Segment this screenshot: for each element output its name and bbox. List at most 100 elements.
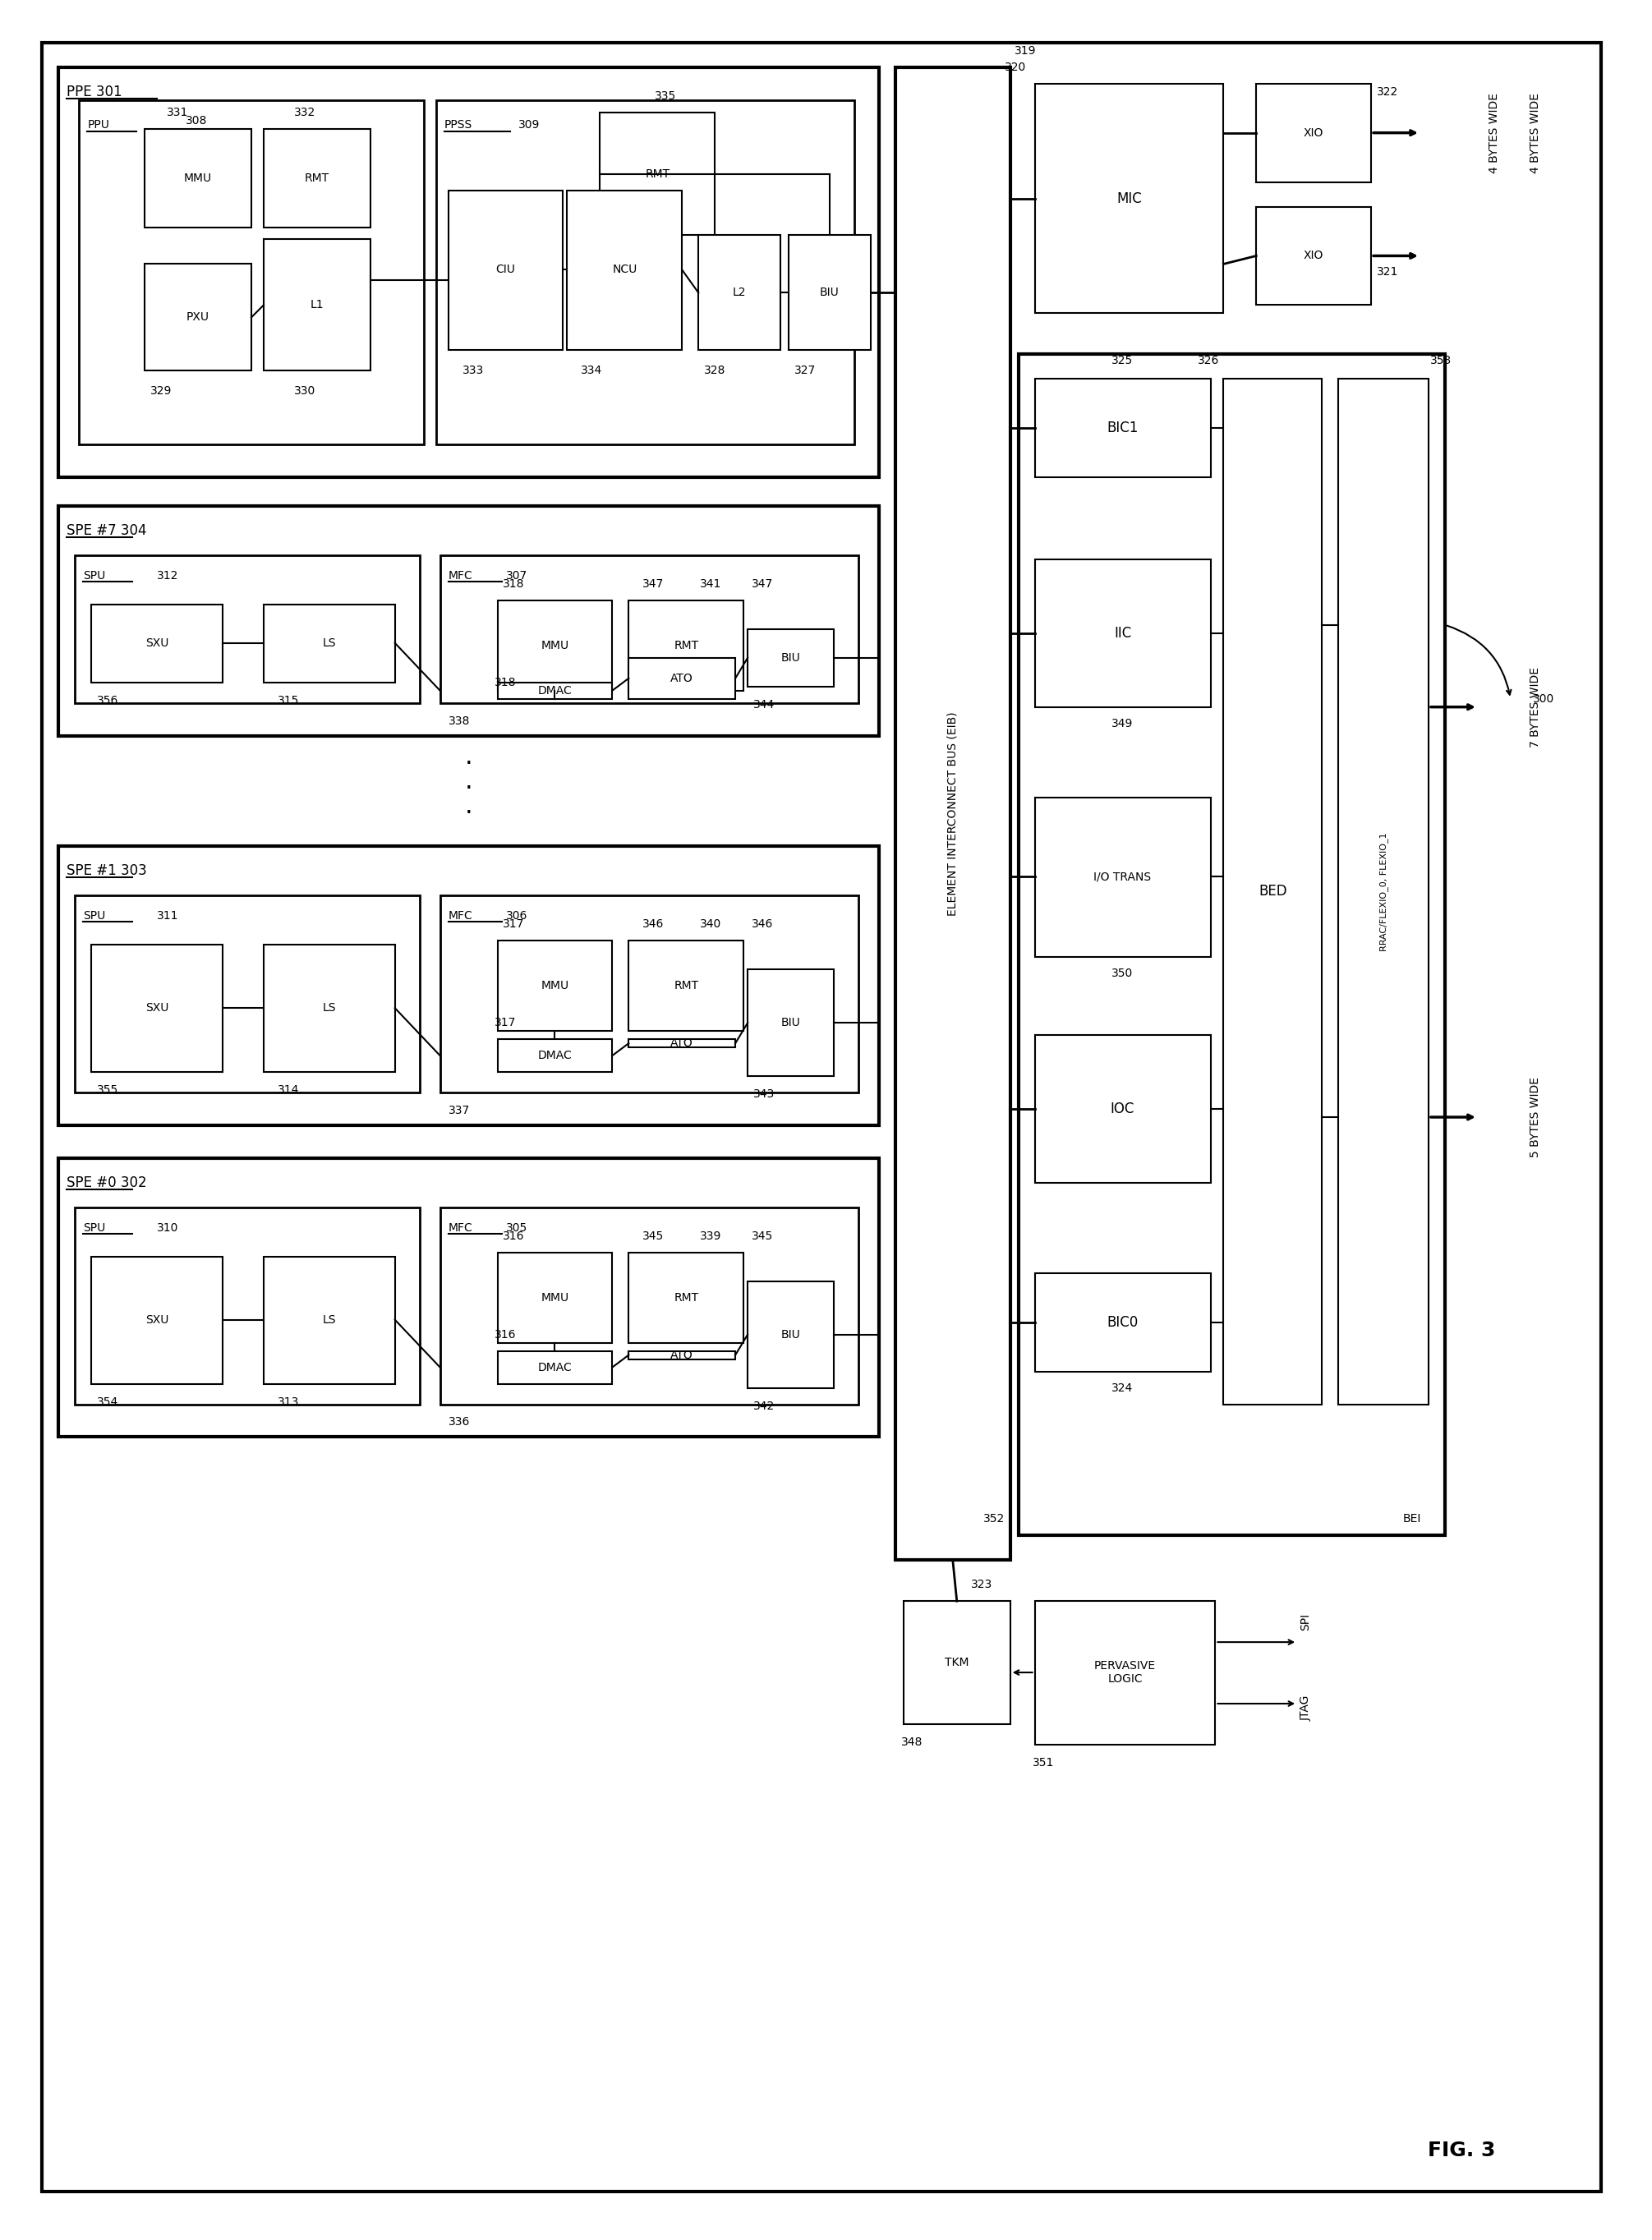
Text: 334: 334 bbox=[582, 365, 603, 376]
Text: 312: 312 bbox=[157, 569, 178, 582]
Text: 347: 347 bbox=[752, 578, 773, 589]
Bar bbox=[497, 941, 613, 1030]
Text: ·: · bbox=[464, 777, 472, 802]
Bar bbox=[74, 1207, 420, 1404]
Text: 343: 343 bbox=[753, 1089, 775, 1100]
Bar bbox=[1224, 379, 1322, 1404]
Text: 352: 352 bbox=[983, 1514, 1004, 1525]
Bar bbox=[58, 67, 879, 477]
Text: 311: 311 bbox=[157, 909, 178, 923]
Text: 310: 310 bbox=[157, 1223, 178, 1234]
Text: 318: 318 bbox=[502, 578, 525, 589]
Bar bbox=[699, 235, 780, 349]
Text: 319: 319 bbox=[1014, 45, 1036, 56]
Bar bbox=[74, 896, 420, 1093]
Text: SXU: SXU bbox=[145, 1315, 169, 1326]
Bar bbox=[439, 896, 859, 1093]
Text: ELEMENT INTERCONNECT BUS (EIB): ELEMENT INTERCONNECT BUS (EIB) bbox=[947, 712, 958, 916]
Text: 339: 339 bbox=[700, 1230, 722, 1241]
Bar bbox=[629, 1351, 735, 1360]
Text: 342: 342 bbox=[753, 1400, 775, 1411]
Text: SPI: SPI bbox=[1300, 1613, 1312, 1631]
Text: 4 BYTES WIDE: 4 BYTES WIDE bbox=[1530, 92, 1541, 172]
Text: XIO: XIO bbox=[1303, 128, 1323, 139]
Text: 346: 346 bbox=[643, 918, 664, 930]
Text: DMAC: DMAC bbox=[539, 685, 572, 697]
Text: 326: 326 bbox=[1198, 356, 1219, 367]
Bar bbox=[1034, 797, 1211, 956]
Bar bbox=[497, 600, 613, 690]
Text: 354: 354 bbox=[97, 1396, 119, 1407]
Bar bbox=[600, 112, 715, 235]
Bar bbox=[895, 67, 1009, 1559]
Text: 331: 331 bbox=[167, 108, 188, 119]
Text: FIG. 3: FIG. 3 bbox=[1427, 2141, 1495, 2162]
Text: 327: 327 bbox=[795, 365, 816, 376]
Text: 305: 305 bbox=[506, 1223, 527, 1234]
Bar bbox=[788, 235, 871, 349]
Text: MMU: MMU bbox=[540, 981, 568, 992]
Bar bbox=[567, 190, 682, 349]
Text: SPU: SPU bbox=[83, 1223, 106, 1234]
Text: 330: 330 bbox=[294, 385, 316, 396]
Text: SXU: SXU bbox=[145, 636, 169, 650]
Text: 315: 315 bbox=[278, 694, 299, 706]
Text: 317: 317 bbox=[496, 1017, 517, 1028]
Bar bbox=[58, 506, 879, 735]
Bar bbox=[629, 1039, 735, 1048]
Text: BIU: BIU bbox=[780, 652, 800, 663]
Text: 314: 314 bbox=[278, 1084, 299, 1095]
Text: SPE #1 303: SPE #1 303 bbox=[66, 865, 147, 878]
Text: 350: 350 bbox=[1112, 968, 1133, 979]
Text: 320: 320 bbox=[1004, 60, 1026, 74]
Text: 353: 353 bbox=[1431, 356, 1452, 367]
Bar bbox=[264, 240, 370, 370]
Text: L1: L1 bbox=[311, 300, 324, 311]
Text: 7 BYTES WIDE: 7 BYTES WIDE bbox=[1530, 668, 1541, 748]
Text: MFC: MFC bbox=[448, 569, 472, 582]
Bar bbox=[1338, 379, 1429, 1404]
Bar bbox=[1256, 83, 1371, 181]
Text: 324: 324 bbox=[1112, 1382, 1133, 1393]
Text: TKM: TKM bbox=[945, 1658, 970, 1669]
Text: I/O TRANS: I/O TRANS bbox=[1094, 871, 1151, 883]
Text: MMU: MMU bbox=[540, 1292, 568, 1304]
Bar bbox=[264, 128, 370, 226]
Text: 338: 338 bbox=[448, 715, 469, 726]
Text: 345: 345 bbox=[752, 1230, 773, 1241]
Bar bbox=[439, 1207, 859, 1404]
Text: 349: 349 bbox=[1112, 717, 1133, 730]
Bar bbox=[91, 1257, 223, 1384]
Text: DMAC: DMAC bbox=[539, 1362, 572, 1373]
Bar bbox=[264, 945, 395, 1073]
Text: 337: 337 bbox=[448, 1104, 469, 1116]
Text: PPE 301: PPE 301 bbox=[66, 85, 122, 99]
Text: MMU: MMU bbox=[183, 172, 211, 184]
Text: MFC: MFC bbox=[448, 909, 472, 923]
Bar bbox=[264, 605, 395, 683]
Text: LS: LS bbox=[322, 636, 335, 650]
Bar bbox=[629, 600, 743, 690]
Bar bbox=[1034, 1602, 1216, 1745]
Bar bbox=[145, 128, 251, 226]
Text: RMT: RMT bbox=[674, 1292, 699, 1304]
Text: 355: 355 bbox=[97, 1084, 119, 1095]
Text: 309: 309 bbox=[519, 119, 540, 130]
Bar bbox=[748, 629, 834, 685]
Text: SPE #0 302: SPE #0 302 bbox=[66, 1176, 147, 1189]
Text: 323: 323 bbox=[971, 1579, 993, 1590]
Bar bbox=[1034, 560, 1211, 708]
Text: RMT: RMT bbox=[304, 172, 329, 184]
Bar bbox=[91, 605, 223, 683]
Text: MIC: MIC bbox=[1117, 190, 1142, 206]
Bar bbox=[74, 556, 420, 703]
Text: 307: 307 bbox=[506, 569, 527, 582]
Text: 344: 344 bbox=[753, 699, 775, 710]
Text: JTAG: JTAG bbox=[1300, 1696, 1312, 1720]
Text: SPE #7 304: SPE #7 304 bbox=[66, 524, 147, 538]
Text: ·: · bbox=[464, 802, 472, 827]
Text: 318: 318 bbox=[494, 676, 517, 688]
Text: 329: 329 bbox=[150, 385, 172, 396]
Text: CIU: CIU bbox=[496, 264, 515, 276]
Text: XIO: XIO bbox=[1303, 251, 1323, 262]
